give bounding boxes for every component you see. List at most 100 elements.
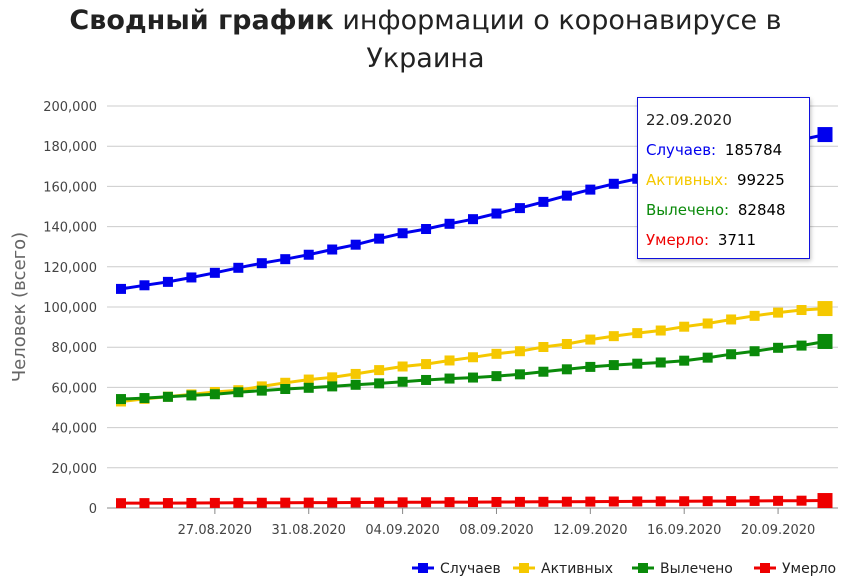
data-point[interactable] [491,371,502,382]
data-point[interactable] [491,496,502,507]
data-point[interactable] [233,387,244,398]
data-point[interactable] [350,497,361,508]
data-point[interactable] [280,384,291,395]
legend-item[interactable]: Вылечено [632,561,733,577]
data-point[interactable] [585,496,596,507]
data-point[interactable] [632,328,643,339]
data-point[interactable] [726,496,737,507]
data-point[interactable] [209,389,220,400]
data-point[interactable] [139,393,150,404]
data-point[interactable] [327,381,338,392]
data-point[interactable] [749,346,760,357]
data-point[interactable] [702,496,713,507]
data-point[interactable] [162,498,173,509]
data-point[interactable] [468,352,478,363]
data-point[interactable] [303,382,314,393]
data-point[interactable] [514,496,525,507]
data-point[interactable] [303,497,314,508]
legend[interactable]: Случаев Активных Вылечено Умерло [412,561,836,577]
data-point[interactable] [116,394,126,405]
data-point[interactable] [162,276,173,287]
data-point[interactable] [514,203,525,214]
data-point[interactable] [726,314,737,325]
data-point[interactable] [817,301,833,317]
data-point[interactable] [773,307,784,318]
data-point[interactable] [374,497,385,508]
data-point[interactable] [280,254,291,265]
data-point[interactable] [702,318,713,329]
data-point[interactable] [186,390,197,401]
data-point[interactable] [796,305,807,316]
data-point[interactable] [256,258,267,269]
data-point[interactable] [538,196,549,207]
data-point[interactable] [679,355,690,366]
data-point[interactable] [817,127,833,143]
data-point[interactable] [374,378,385,389]
data-point[interactable] [702,352,713,363]
data-point[interactable] [139,498,150,509]
data-point[interactable] [209,497,220,508]
data-point[interactable] [796,340,807,351]
data-point[interactable] [350,368,361,379]
data-point[interactable] [561,190,572,201]
data-point[interactable] [444,355,455,366]
data-point[interactable] [608,360,619,371]
data-point[interactable] [327,372,338,383]
data-point[interactable] [796,495,807,506]
data-point[interactable] [303,374,314,385]
legend-item[interactable]: Случаев [412,561,501,577]
data-point[interactable] [655,357,666,368]
data-point[interactable] [538,366,549,377]
data-point[interactable] [585,184,596,195]
data-point[interactable] [303,249,314,260]
data-point[interactable] [421,497,432,508]
data-point[interactable] [468,214,478,225]
data-point[interactable] [491,348,502,359]
legend-item[interactable]: Умерло [754,561,836,577]
data-point[interactable] [514,346,525,357]
data-point[interactable] [514,369,525,380]
data-point[interactable] [491,208,502,219]
data-point[interactable] [397,376,408,387]
data-point[interactable] [538,496,549,507]
data-point[interactable] [468,372,478,383]
data-point[interactable] [327,497,338,508]
data-point[interactable] [397,361,408,372]
data-point[interactable] [655,325,666,336]
data-point[interactable] [374,365,385,376]
data-point[interactable] [256,385,267,396]
data-point[interactable] [350,379,361,390]
data-point[interactable] [397,228,408,239]
data-point[interactable] [186,272,197,283]
data-point[interactable] [726,349,737,360]
legend-item[interactable]: Активных [513,561,613,577]
data-point[interactable] [749,310,760,321]
data-point[interactable] [468,497,478,508]
data-point[interactable] [817,333,833,349]
data-point[interactable] [350,239,361,250]
data-point[interactable] [444,497,455,508]
data-point[interactable] [608,496,619,507]
data-point[interactable] [585,334,596,345]
data-point[interactable] [374,233,385,244]
data-point[interactable] [280,497,291,508]
data-point[interactable] [608,331,619,342]
data-point[interactable] [209,267,220,278]
data-point[interactable] [561,364,572,375]
data-point[interactable] [817,493,833,509]
data-point[interactable] [162,391,173,402]
data-point[interactable] [116,283,126,294]
data-point[interactable] [280,377,291,388]
data-point[interactable] [421,359,432,370]
data-point[interactable] [421,224,432,235]
data-point[interactable] [773,342,784,353]
data-point[interactable] [233,262,244,273]
data-point[interactable] [186,497,197,508]
data-point[interactable] [139,280,150,291]
data-point[interactable] [233,497,244,508]
data-point[interactable] [561,496,572,507]
data-point[interactable] [632,496,643,507]
data-point[interactable] [679,321,690,332]
data-point[interactable] [327,244,338,255]
data-point[interactable] [444,218,455,229]
